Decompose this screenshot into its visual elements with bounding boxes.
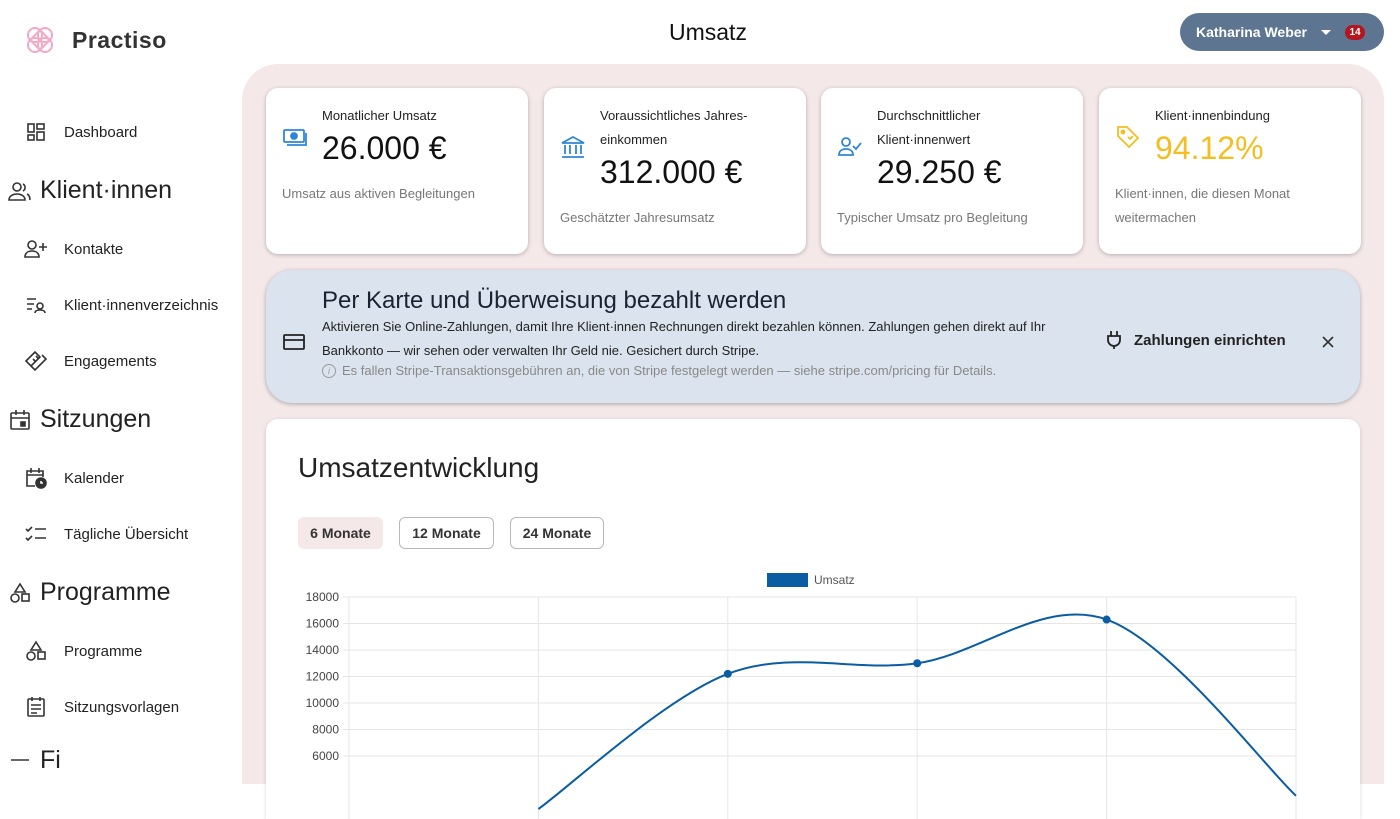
y-tick-label: 10000 <box>306 696 340 710</box>
data-point <box>1102 615 1111 624</box>
user-check-icon <box>838 137 862 156</box>
tag-heart-icon <box>1117 126 1140 149</box>
close-icon[interactable] <box>1318 332 1338 352</box>
kpi-value: 26.000 € <box>322 130 447 166</box>
payments-banner: Per Karte und Überweisung bezahlt werden… <box>266 270 1360 403</box>
revenue-chart-card: Umsatzentwicklung 6 Monate 12 Monate 24 … <box>266 419 1360 819</box>
logo-icon <box>27 27 53 53</box>
sidebar-item-label: Tägliche Übersicht <box>64 525 189 543</box>
kpi-card-annual-income: Voraussichtliches Jahres-einkommen 312.0… <box>544 88 806 254</box>
kpi-subtext: Geschätzter Jahresumsatz <box>560 210 715 225</box>
kpi-label: Klient·innenbindung <box>1155 108 1270 123</box>
sidebar-section-clients: Klient·innen <box>8 176 172 205</box>
checklist-icon <box>24 522 48 546</box>
credit-card-icon <box>283 334 305 350</box>
sidebar-item-engagements[interactable]: Engagements <box>24 341 157 381</box>
kpi-value: 29.250 € <box>877 154 1002 190</box>
logo[interactable]: Practiso <box>22 22 167 58</box>
sidebar-item-calendar[interactable]: Kalender <box>24 458 124 498</box>
shapes-icon <box>8 581 32 605</box>
chart-title: Umsatzentwicklung <box>298 452 540 483</box>
chevron-down-icon <box>1321 29 1331 35</box>
user-plus-icon <box>24 237 48 261</box>
sidebar-item-label: Klient·innenverzeichnis <box>64 296 219 314</box>
setup-payments-label: Zahlungen einrichten <box>1134 331 1286 349</box>
kpi-card-client-retention: Klient·innenbindung 94.12% Klient·innen,… <box>1099 88 1361 254</box>
y-tick-label: 6000 <box>312 749 339 763</box>
legend-swatch <box>767 573 808 587</box>
section-title: Sitzungen <box>40 405 152 433</box>
kpi-value: 312.000 € <box>600 154 743 190</box>
page-title: Umsatz <box>669 19 747 45</box>
banner-title: Per Karte und Überweisung bezahlt werden <box>322 287 787 314</box>
data-point <box>723 669 732 678</box>
plug-icon <box>1107 331 1121 349</box>
banner-text: Aktivieren Sie Online-Zahlungen, damit I… <box>322 319 1046 358</box>
users-icon <box>8 179 32 203</box>
sidebar-item-label: Dashboard <box>64 123 138 141</box>
y-tick-label: 16000 <box>306 617 340 631</box>
sidebar-item-label: Engagements <box>64 352 157 370</box>
handshake-icon <box>24 349 48 373</box>
sidebar-item-programs[interactable]: Programme <box>24 631 142 671</box>
calendar-clock-icon <box>24 466 48 490</box>
section-title: Klient·innen <box>40 176 173 204</box>
section-title: Programme <box>40 578 171 606</box>
sidebar: Practiso Dashboard Klient·innen Kontakte… <box>0 0 242 774</box>
kpi-card-average-client-value: Durchschnittlicher Klient·innenwert 29.2… <box>821 88 1083 254</box>
y-tick-label: 14000 <box>306 643 340 657</box>
sidebar-item-label: Kontakte <box>64 240 124 258</box>
app-name: Practiso <box>72 26 167 53</box>
dashboard-icon <box>24 120 48 144</box>
data-point <box>913 659 922 668</box>
main-content: Monatlicher Umsatz 26.000 € Umsatz aus a… <box>242 64 1384 819</box>
y-tick-label: 8000 <box>312 723 339 737</box>
kpi-subtext: Umsatz aus aktiven Begleitungen <box>282 186 475 201</box>
banner-note: i Es fallen Stripe-Transaktionsgebühren … <box>322 363 996 378</box>
sidebar-section-sessions: Sitzungen <box>8 405 151 434</box>
list-search-icon <box>24 293 48 317</box>
sidebar-item-contacts[interactable]: Kontakte <box>24 229 123 269</box>
revenue-line-chart: 18000 16000 14000 12000 10000 8000 6000 Umsatz <box>306 573 1297 819</box>
range-24-months-button[interactable]: 24 Monate <box>510 517 604 549</box>
sidebar-item-label: Sitzungsvorlagen <box>64 698 180 716</box>
kpi-label: Durchschnittlicher Klient·innenwert <box>877 108 981 147</box>
range-12-months-button[interactable]: 12 Monate <box>399 517 494 549</box>
kpi-subtext: Klient·innen, die diesen Monat weitermac… <box>1115 186 1290 225</box>
banner-note-text: Es fallen Stripe-Transaktionsgebühren an… <box>342 363 997 378</box>
sidebar-item-label: Kalender <box>64 469 125 487</box>
kpi-card-monthly-revenue: Monatlicher Umsatz 26.000 € Umsatz aus a… <box>266 88 528 254</box>
sidebar-item-label: Programme <box>64 642 143 660</box>
shapes-icon <box>24 639 48 663</box>
sidebar-item-dashboard[interactable]: Dashboard <box>24 112 137 152</box>
kpi-value: 94.12% <box>1155 130 1264 166</box>
y-tick-label: 18000 <box>306 590 340 604</box>
sidebar-item-daily-overview[interactable]: Tägliche Übersicht <box>24 514 188 554</box>
finance-icon <box>8 749 32 773</box>
kpi-label: Voraussichtliches Jahres-einkommen <box>600 108 748 147</box>
info-icon: i <box>322 363 336 378</box>
sidebar-item-client-directory[interactable]: Klient·innenverzeichnis <box>24 285 218 325</box>
user-menu-button[interactable]: Katharina Weber 14 <box>1180 13 1384 51</box>
sidebar-item-session-templates[interactable]: Sitzungsvorlagen <box>24 687 179 727</box>
y-tick-label: 12000 <box>306 670 340 684</box>
user-name: Katharina Weber <box>1196 24 1307 40</box>
calendar-icon <box>8 408 32 432</box>
setup-payments-button[interactable]: Zahlungen einrichten <box>1106 330 1286 350</box>
kpi-subtext: Typischer Umsatz pro Begleitung <box>837 210 1028 225</box>
money-icon <box>283 129 307 146</box>
notification-badge[interactable]: 14 <box>1345 24 1365 40</box>
legend-label: Umsatz <box>814 573 855 587</box>
template-icon <box>24 695 48 719</box>
bank-icon <box>561 135 585 158</box>
range-6-months-button[interactable]: 6 Monate <box>298 517 383 549</box>
sidebar-section-programs: Programme <box>8 578 171 607</box>
kpi-label: Monatlicher Umsatz <box>322 108 437 123</box>
